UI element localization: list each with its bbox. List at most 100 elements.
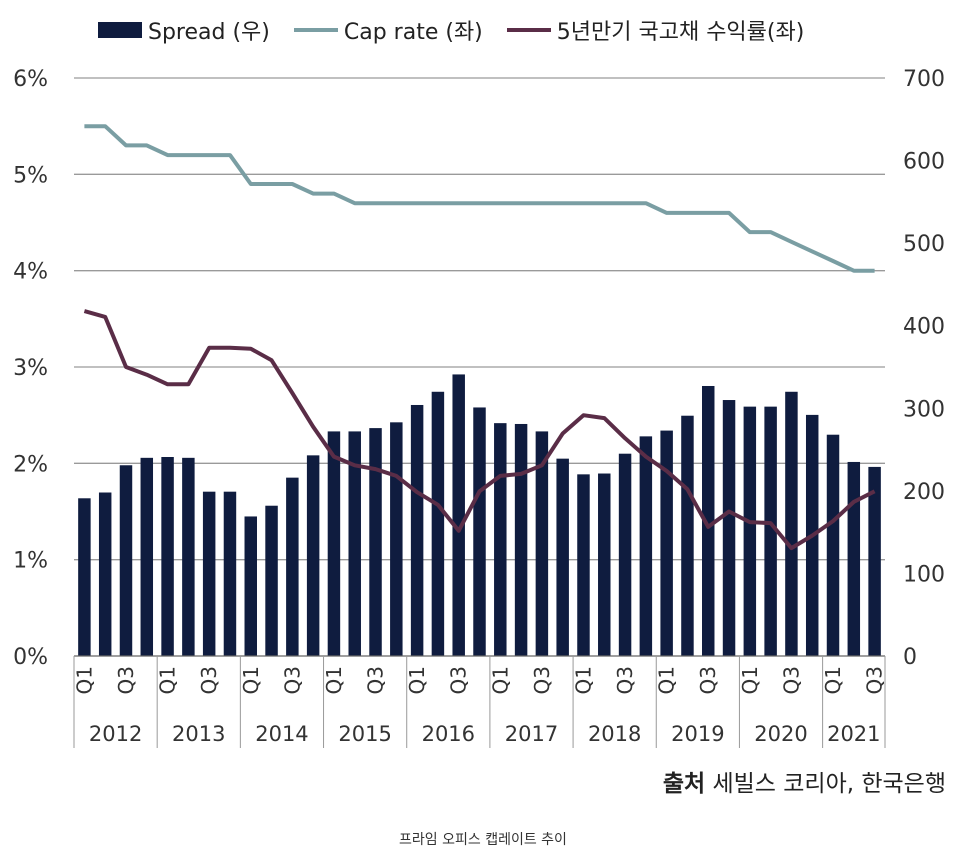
spread-bar (598, 473, 611, 656)
spread-bar (618, 453, 632, 656)
spread-bar (660, 430, 673, 656)
y-tick-label-left: 1% (13, 549, 48, 574)
spread-bar (785, 391, 798, 656)
y-tick-label-right: 100 (903, 562, 945, 587)
spread-bar (223, 491, 237, 656)
y-tick-label-right: 200 (903, 480, 945, 505)
spread-bar (286, 477, 299, 656)
y-tick-label-left: 0% (13, 645, 48, 670)
y-tick-label-right: 700 (903, 67, 945, 92)
spread-bar (868, 466, 881, 656)
legend-label-cap-rate: Cap rate (좌) (343, 20, 483, 45)
x-tick-label-quarter: Q1 (322, 666, 346, 694)
x-tick-label-quarter: Q1 (738, 666, 762, 694)
x-tick-label-quarter: Q3 (696, 666, 720, 694)
y-tick-label-right: 400 (903, 315, 945, 340)
x-tick-label-year: 2020 (754, 722, 807, 746)
legend-label-spread: Spread (우) (148, 20, 270, 45)
spread-bar (182, 457, 195, 656)
y-tick-label-right: 600 (903, 150, 945, 175)
source-text: 세빌스 코리아, 한국은행 (705, 771, 946, 797)
y-tick-label-right: 0 (903, 645, 917, 670)
source-label: 출처 (662, 771, 706, 797)
spread-bar (202, 491, 216, 656)
spread-bar (410, 404, 424, 656)
x-tick-label-quarter: Q3 (447, 666, 471, 694)
x-tick-label-quarter: Q1 (488, 666, 512, 694)
x-tick-label-year: 2012 (89, 722, 142, 746)
spread-bar (702, 385, 715, 656)
x-tick-label-quarter: Q3 (280, 666, 304, 694)
x-tick-label-quarter: Q1 (72, 666, 96, 694)
x-tick-label-year: 2015 (338, 722, 391, 746)
x-tick-label-year: 2013 (172, 722, 225, 746)
cap-rate-line (84, 124, 875, 273)
x-tick-label-year: 2018 (588, 722, 641, 746)
spread-bar (369, 428, 382, 656)
x-tick-label-quarter: Q3 (197, 666, 221, 694)
x-tick-label-year: 2016 (422, 722, 475, 746)
chart-legend: Spread (우) Cap rate (좌) 5년만기 국고채 수익률(좌) (98, 14, 828, 46)
y-tick-label-left: 5% (13, 163, 48, 188)
x-tick-label-quarter: Q1 (821, 666, 845, 694)
source-note: 출처 세빌스 코리아, 한국은행 (663, 764, 946, 798)
y-tick-label-left: 4% (13, 260, 48, 285)
spread-bar (78, 498, 91, 656)
spread-bar (161, 457, 174, 656)
spread-bar (431, 391, 445, 656)
y-tick-label-right: 500 (903, 232, 945, 257)
figure-caption: 프라임 오피스 캡레이트 추이 (399, 832, 567, 848)
spread-bar (348, 431, 361, 656)
legend-swatch-treasury (506, 28, 551, 32)
spread-bar (847, 461, 861, 656)
legend-label-treasury: 5년만기 국고채 수익률(좌) (556, 20, 805, 45)
x-tick-label-year: 2014 (255, 722, 308, 746)
spread-bar (722, 400, 736, 656)
spread-bar (119, 465, 133, 656)
spread-bar (556, 458, 569, 656)
x-tick-label-quarter: Q3 (779, 666, 803, 694)
spread-bar (639, 436, 653, 656)
spread-bar (327, 431, 341, 656)
x-tick-label-quarter: Q1 (239, 666, 263, 694)
legend-item-treasury: 5년만기 국고채 수익률(좌) (506, 14, 805, 46)
legend-item-spread: Spread (우) (98, 14, 270, 46)
x-tick-label-quarter: Q1 (405, 666, 429, 694)
spread-bar (764, 406, 777, 656)
y-tick-label-left: 6% (13, 67, 48, 92)
x-tick-label-quarter: Q3 (613, 666, 637, 694)
spread-bar (535, 431, 549, 656)
spread-bar (473, 407, 486, 656)
x-tick-label-quarter: Q3 (863, 666, 887, 694)
legend-item-cap-rate: Cap rate (좌) (293, 14, 483, 46)
legend-swatch-cap-rate (293, 28, 338, 32)
spread-bar (681, 415, 694, 656)
spread-bar (826, 434, 840, 656)
spread-bar (265, 505, 278, 656)
x-tick-label-quarter: Q1 (156, 666, 180, 694)
spread-bar (140, 457, 154, 656)
x-tick-label-quarter: Q3 (364, 666, 388, 694)
spread-bar (577, 474, 590, 656)
spread-bar (452, 374, 465, 656)
y-tick-label-left: 3% (13, 356, 48, 381)
x-tick-label-year: 2017 (505, 722, 558, 746)
spread-bar (494, 423, 507, 656)
treasury-yield-line (83, 309, 876, 551)
spread-bar (514, 423, 528, 656)
y-tick-label-right: 300 (903, 397, 945, 422)
spread-bar (98, 492, 112, 656)
x-tick-label-quarter: Q3 (114, 666, 138, 694)
spread-bar (244, 516, 257, 656)
x-tick-label-year: 2021 (827, 722, 880, 746)
x-tick-label-year: 2019 (671, 722, 724, 746)
spread-bar (390, 422, 403, 656)
legend-swatch-spread (98, 22, 142, 38)
x-tick-label-quarter: Q1 (655, 666, 679, 694)
y-tick-label-left: 2% (13, 452, 48, 477)
x-tick-label-quarter: Q1 (571, 666, 595, 694)
x-tick-label-quarter: Q3 (530, 666, 554, 694)
spread-bar (306, 455, 320, 656)
spread-bar (743, 406, 757, 656)
